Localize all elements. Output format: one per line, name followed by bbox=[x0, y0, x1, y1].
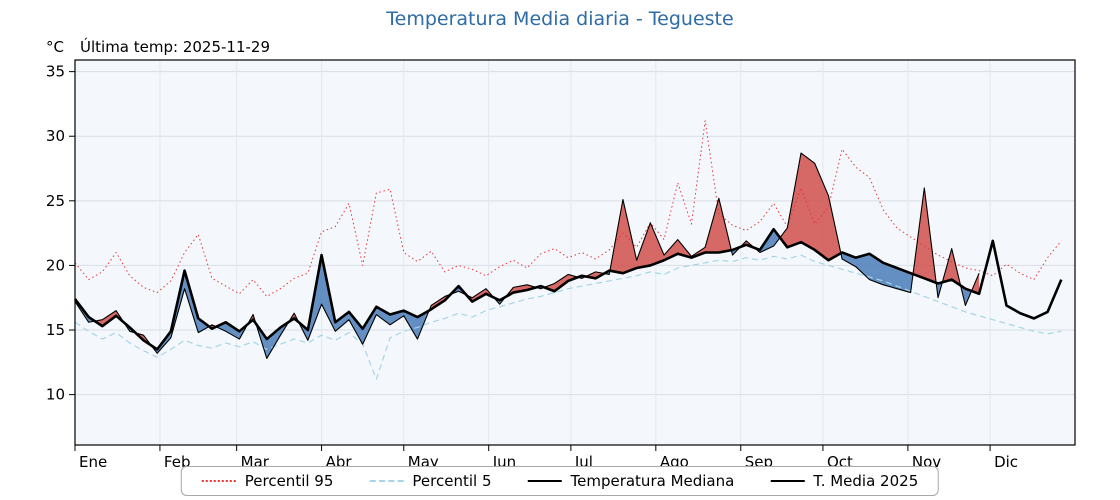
percentil-5-line-sample bbox=[369, 480, 404, 482]
legend-item-percentil-95: Percentil 95 bbox=[201, 472, 334, 490]
percentil-95-line-sample bbox=[201, 480, 236, 482]
legend-label: Temperatura Mediana bbox=[570, 472, 735, 490]
series-temperatura-mediana bbox=[73, 227, 1063, 351]
legend-item-t-media-2025: T. Media 2025 bbox=[770, 472, 918, 490]
svg-text:25: 25 bbox=[46, 192, 65, 210]
svg-text:35: 35 bbox=[46, 63, 65, 81]
svg-text:Dic: Dic bbox=[994, 453, 1018, 471]
legend-label: T. Media 2025 bbox=[813, 472, 919, 490]
last-temp-label: Última temp: 2025-11-29 bbox=[80, 38, 271, 56]
series-percentil-95 bbox=[74, 120, 1062, 297]
y-axis-units-label: °C bbox=[46, 38, 64, 56]
legend-box: Percentil 95 Percentil 5 Temperatura Med… bbox=[180, 466, 940, 496]
svg-text:20: 20 bbox=[46, 256, 65, 274]
series-t-media-2025 bbox=[74, 152, 980, 359]
legend-label: Percentil 95 bbox=[244, 472, 334, 490]
axes-frame bbox=[74, 59, 1076, 446]
temperatura-mediana-line-sample bbox=[527, 480, 562, 482]
legend-label: Percentil 5 bbox=[412, 472, 492, 490]
legend-item-percentil-5: Percentil 5 bbox=[369, 472, 491, 490]
svg-text:10: 10 bbox=[46, 386, 65, 404]
legend-item-temperatura-mediana: Temperatura Mediana bbox=[527, 472, 734, 490]
svg-text:Ene: Ene bbox=[79, 453, 107, 471]
svg-text:30: 30 bbox=[46, 127, 65, 145]
svg-text:15: 15 bbox=[46, 321, 65, 339]
series-percentil-5 bbox=[74, 254, 1062, 380]
t-media-2025-line-sample bbox=[770, 480, 805, 482]
page-title: Temperatura Media diaria - Tegueste bbox=[386, 8, 734, 30]
